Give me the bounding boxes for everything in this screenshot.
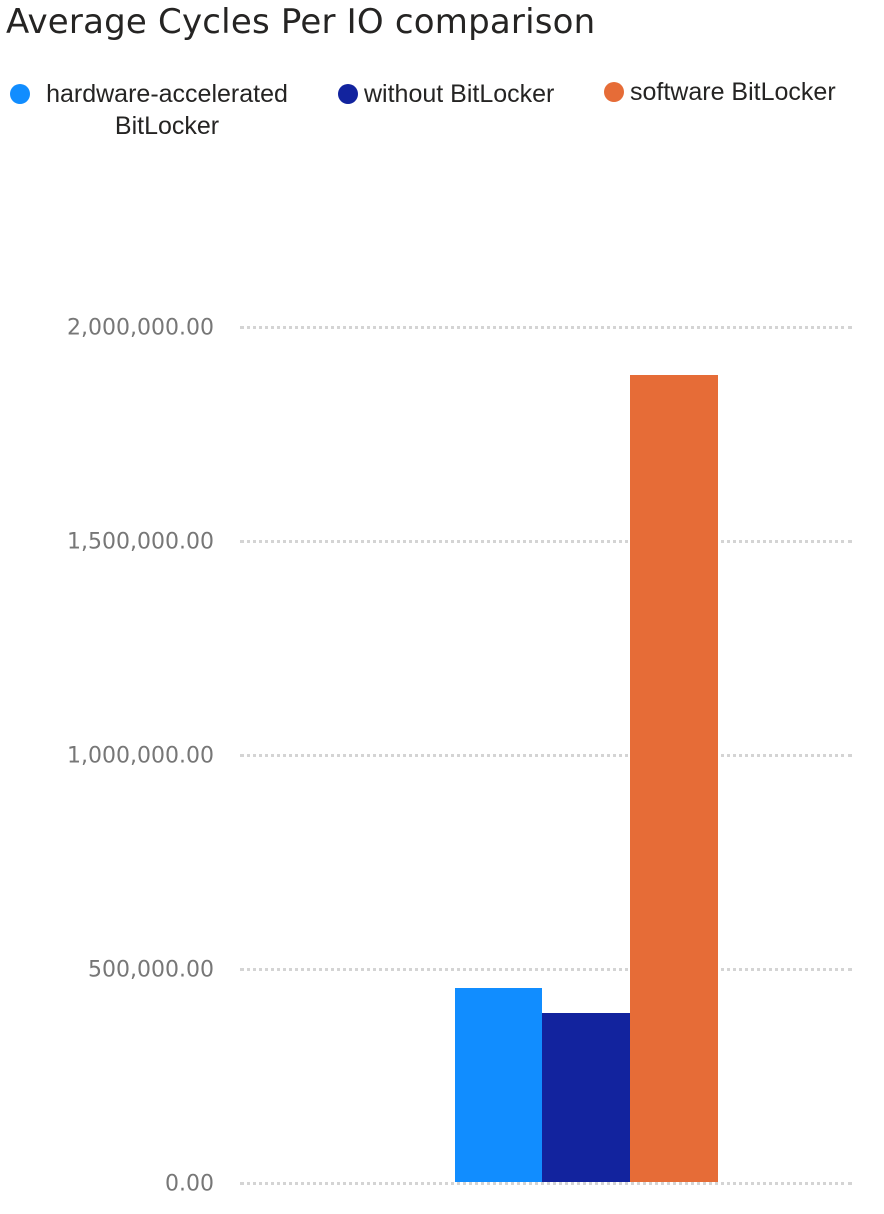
y-tick-label: 1,500,000.00: [67, 529, 214, 555]
gridline: [240, 754, 852, 757]
bar-hardware-accelerated-bitlocker[interactable]: [455, 988, 542, 1182]
y-tick-label: 0.00: [165, 1171, 214, 1197]
legend-dot-icon: [10, 84, 30, 104]
y-tick-label: 500,000.00: [88, 957, 214, 983]
legend-label: software BitLocker: [630, 78, 836, 106]
legend-label: without BitLocker: [364, 80, 555, 108]
bar-without-bitlocker[interactable]: [542, 1013, 630, 1182]
legend-dot-icon: [338, 84, 358, 104]
legend-item-without-bitlocker[interactable]: without BitLocker: [338, 78, 554, 110]
gridline: [240, 326, 852, 329]
chart-title: Average Cycles Per IO comparison: [6, 2, 596, 42]
legend-dot-icon: [604, 82, 624, 102]
gridline: [240, 540, 852, 543]
bar-software-bitlocker[interactable]: [630, 375, 718, 1182]
legend-item-software-bitlocker[interactable]: software BitLocker: [604, 76, 836, 108]
gridline: [240, 1182, 852, 1185]
y-tick-label: 2,000,000.00: [67, 315, 214, 341]
legend-label: hardware-accelerated BitLocker: [46, 80, 288, 140]
legend-item-hardware-accelerated[interactable]: hardware-accelerated BitLocker: [10, 78, 312, 142]
gridline: [240, 968, 852, 971]
y-tick-label: 1,000,000.00: [67, 743, 214, 769]
